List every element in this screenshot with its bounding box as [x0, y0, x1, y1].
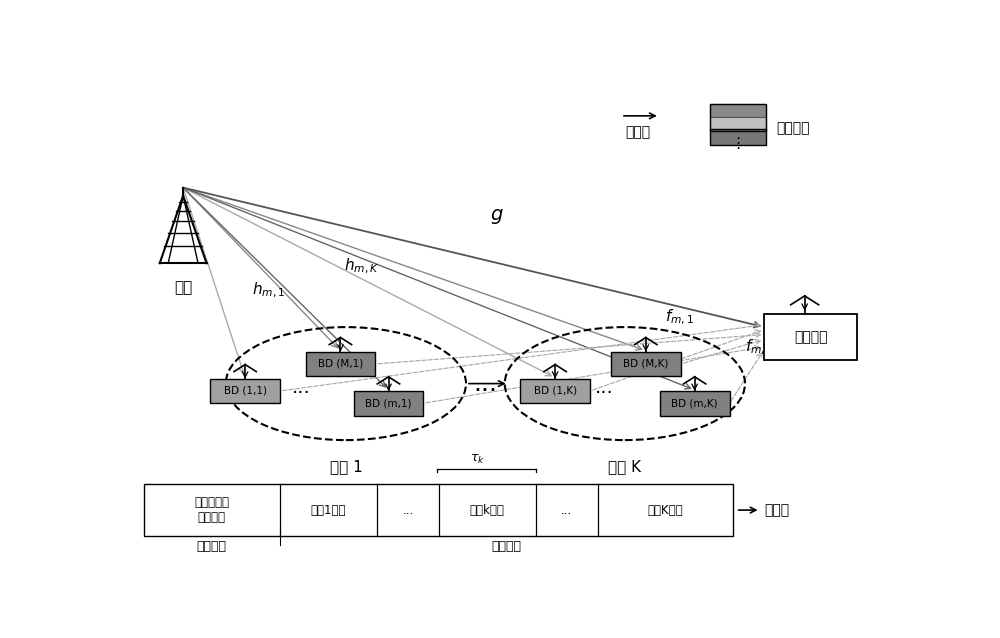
Text: 能量小组: 能量小组 [776, 121, 810, 135]
Text: 主接收机: 主接收机 [794, 330, 828, 344]
Text: 集群 1: 集群 1 [330, 459, 362, 474]
Text: g: g [491, 205, 503, 224]
Text: 能量流: 能量流 [625, 126, 650, 140]
Text: BD (1,K): BD (1,K) [534, 386, 577, 396]
Text: h$_{m,K}$: h$_{m,K}$ [344, 256, 379, 276]
Bar [144, 484, 733, 536]
Text: ...: ... [402, 503, 414, 517]
Text: BD (1,1): BD (1,1) [224, 386, 267, 396]
Text: BD (M,K): BD (M,K) [623, 359, 668, 369]
Text: h$_{m,1}$: h$_{m,1}$ [252, 281, 285, 300]
Bar [710, 103, 766, 117]
Bar [660, 391, 730, 415]
Text: 集群K传输: 集群K传输 [647, 503, 683, 517]
Text: BD (M,1): BD (M,1) [318, 359, 363, 369]
Text: 帧结构: 帧结构 [764, 503, 790, 517]
Text: ...: ... [561, 503, 572, 517]
Text: 集群k传输: 集群k传输 [469, 503, 504, 517]
Text: 信道估计和
集群划分: 信道估计和 集群划分 [194, 496, 229, 524]
Text: 基站: 基站 [174, 281, 192, 295]
Bar [710, 129, 766, 145]
Bar [611, 352, 681, 376]
Text: 集群1传输: 集群1传输 [310, 503, 346, 517]
Bar [306, 352, 375, 376]
Text: f$_{m,1}$: f$_{m,1}$ [665, 308, 694, 327]
Text: ...: ... [473, 371, 497, 396]
Text: 训练阶段: 训练阶段 [197, 540, 227, 553]
Bar [710, 103, 766, 131]
Text: 传输阶段: 传输阶段 [491, 540, 521, 553]
Text: ⋮: ⋮ [730, 136, 746, 151]
Text: $\tau_k$: $\tau_k$ [470, 453, 485, 466]
Bar [520, 379, 590, 403]
Bar [354, 391, 423, 415]
Bar [210, 379, 280, 403]
Text: ...: ... [595, 378, 613, 397]
Text: BD (m,1): BD (m,1) [365, 398, 412, 408]
Text: BD (m,K): BD (m,K) [671, 398, 718, 408]
Text: 集群 K: 集群 K [608, 459, 641, 474]
Text: ...: ... [292, 378, 311, 397]
Bar [710, 117, 766, 131]
Text: f$_{m,K}$: f$_{m,K}$ [745, 338, 776, 357]
Bar [764, 314, 857, 360]
